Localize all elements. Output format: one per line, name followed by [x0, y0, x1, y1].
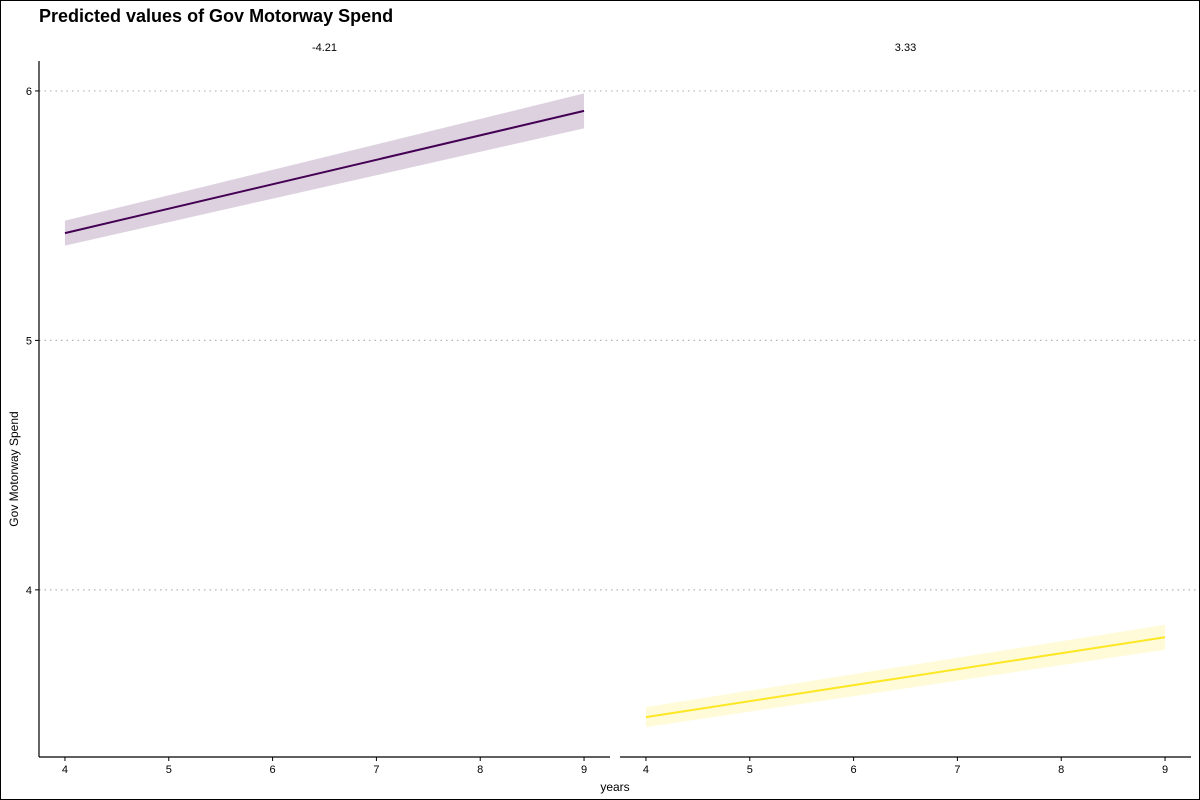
y-tick-label: 5	[26, 335, 32, 347]
x-tick-label: 8	[477, 764, 483, 776]
x-tick-label: 4	[62, 764, 68, 776]
y-tick-label: 4	[26, 585, 32, 597]
x-tick-label: 6	[851, 764, 857, 776]
confidence-band-panel-1	[64, 93, 585, 246]
panel-strip-label: 3.33	[895, 42, 916, 54]
x-axis-title: years	[600, 780, 629, 794]
chart-title: Predicted values of Gov Motorway Spend	[39, 6, 394, 26]
y-axis-title: Gov Motorway Spend	[7, 411, 21, 526]
x-tick-label: 8	[1058, 764, 1064, 776]
x-tick-label: 5	[166, 764, 172, 776]
x-tick-label: 7	[373, 764, 379, 776]
x-tick-label: 6	[270, 764, 276, 776]
x-tick-label: 9	[581, 764, 587, 776]
prediction-line-panel-1	[64, 109, 585, 235]
x-tick-label: 9	[1162, 764, 1168, 776]
x-tick-label: 4	[643, 764, 649, 776]
prediction-line-panel-2	[645, 636, 1166, 719]
panel-strip-label: -4.21	[312, 42, 337, 54]
confidence-band-panel-2	[645, 624, 1166, 728]
y-tick-label: 6	[26, 86, 32, 98]
x-tick-label: 7	[954, 764, 960, 776]
x-tick-label: 5	[747, 764, 753, 776]
